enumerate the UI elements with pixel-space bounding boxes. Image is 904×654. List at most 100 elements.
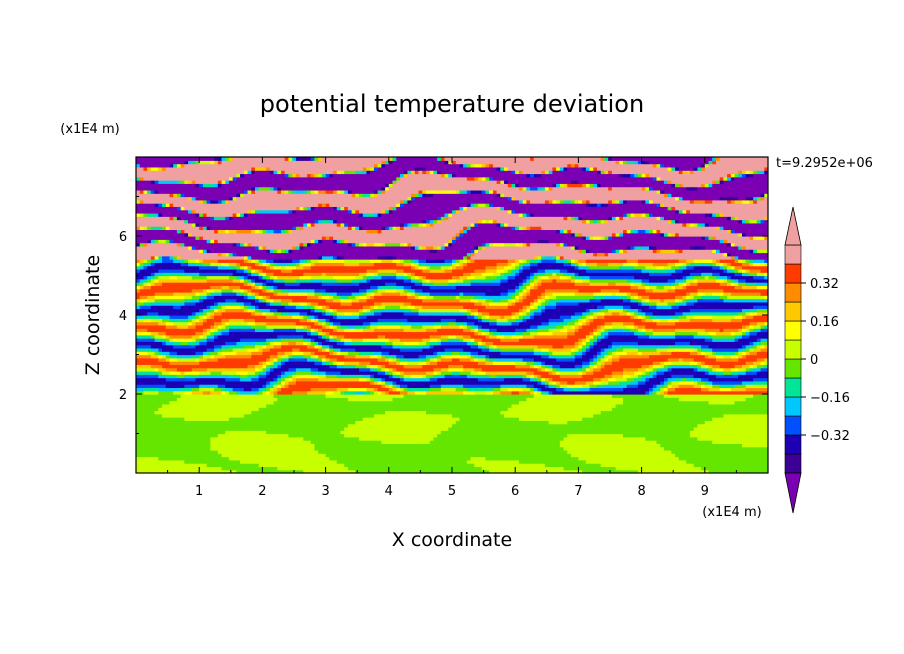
heatmap-cell [734, 433, 739, 438]
heatmap-cell [593, 443, 598, 448]
heatmap-cell [180, 436, 185, 441]
heatmap-cell [370, 449, 375, 454]
heatmap-cell [526, 387, 531, 392]
heatmap-cell [452, 443, 457, 448]
heatmap-cell [403, 390, 408, 395]
heatmap-cell [136, 463, 141, 468]
heatmap-cell [329, 440, 334, 444]
heatmap-cell [422, 466, 427, 471]
heatmap-cell [660, 423, 665, 428]
heatmap-cell [373, 397, 379, 402]
heatmap-cell [466, 407, 472, 412]
heatmap-cell [727, 394, 732, 398]
heatmap-cell [147, 446, 152, 451]
heatmap-cell [318, 469, 323, 473]
heatmap-cell [381, 407, 386, 412]
heatmap-cell [284, 463, 290, 468]
heatmap-cell [574, 403, 579, 408]
heatmap-cell [533, 420, 539, 425]
heatmap-cell [418, 456, 423, 461]
heatmap-cell [433, 463, 438, 468]
heatmap-cell [693, 397, 698, 402]
heatmap-cell [147, 410, 152, 415]
heatmap-cell [381, 417, 386, 421]
heatmap-cell [232, 459, 237, 464]
heatmap-cell [355, 430, 360, 435]
heatmap-cell [507, 420, 513, 425]
heatmap-cell [429, 390, 435, 395]
heatmap-cell [533, 397, 539, 402]
heatmap-cell [165, 440, 171, 444]
heatmap-cell [437, 446, 442, 451]
heatmap-cell [162, 387, 167, 392]
heatmap-cell [492, 426, 498, 431]
heatmap-cell [303, 449, 308, 454]
heatmap-cell [288, 440, 293, 444]
heatmap-cell [745, 436, 751, 441]
heatmap-cell [667, 410, 672, 415]
heatmap-cell [251, 466, 256, 471]
heatmap-cell [425, 469, 431, 473]
heatmap-cell [176, 407, 182, 412]
heatmap-cell [745, 410, 751, 415]
heatmap-cell [515, 387, 520, 392]
heatmap-cell [452, 446, 457, 451]
heatmap-cell [686, 420, 691, 425]
heatmap-cell [567, 430, 572, 435]
heatmap-cell [303, 387, 308, 392]
heatmap-cell [596, 400, 602, 405]
heatmap-cell [507, 433, 513, 438]
heatmap-cell [303, 440, 308, 444]
heatmap-cell [329, 443, 334, 448]
heatmap-cell [455, 403, 461, 408]
heatmap-cell [154, 403, 159, 408]
heatmap-cell [474, 436, 479, 441]
heatmap-cell [236, 436, 241, 441]
heatmap-cell [749, 459, 754, 464]
heatmap-cell [418, 400, 423, 405]
heatmap-cell [273, 417, 278, 421]
heatmap-cell [556, 453, 561, 458]
heatmap-cell [745, 469, 751, 473]
heatmap-cell [403, 440, 408, 444]
heatmap-cell [347, 420, 353, 425]
heatmap-cell [258, 446, 263, 451]
heatmap-cell [552, 456, 557, 461]
heatmap-cell [277, 397, 282, 402]
heatmap-cell [756, 449, 762, 454]
heatmap-cell [136, 397, 141, 402]
heatmap-cell [455, 410, 461, 415]
heatmap-cell [541, 446, 546, 451]
heatmap-cell [593, 423, 598, 428]
heatmap-cell [452, 387, 457, 392]
heatmap-cell [225, 436, 230, 441]
heatmap-cell [277, 466, 282, 471]
heatmap-cell [195, 449, 200, 454]
heatmap-cell [444, 417, 449, 421]
heatmap-cell [437, 466, 442, 471]
heatmap-cell [221, 394, 226, 398]
heatmap-cell [452, 400, 457, 405]
heatmap-cell [414, 466, 420, 471]
heatmap-cell [392, 443, 397, 448]
heatmap-cell [143, 407, 148, 412]
heatmap-cell [377, 436, 382, 441]
heatmap-cell [682, 426, 687, 431]
heatmap-cell [723, 394, 728, 398]
heatmap-cell [295, 426, 301, 431]
heatmap-cell [463, 430, 468, 435]
heatmap-cell [344, 426, 349, 431]
heatmap-cell [217, 410, 223, 415]
heatmap-cell [169, 417, 174, 421]
heatmap-cell [333, 436, 338, 441]
heatmap-cell [425, 426, 431, 431]
heatmap-cell [388, 397, 394, 402]
heatmap-cell [764, 459, 768, 464]
heatmap-cell [254, 423, 260, 428]
heatmap-cell [329, 400, 334, 405]
heatmap-cell [727, 407, 732, 412]
heatmap-cell [329, 394, 334, 398]
heatmap-cell [600, 446, 606, 451]
heatmap-cell [574, 433, 579, 438]
heatmap-cell [221, 400, 226, 405]
